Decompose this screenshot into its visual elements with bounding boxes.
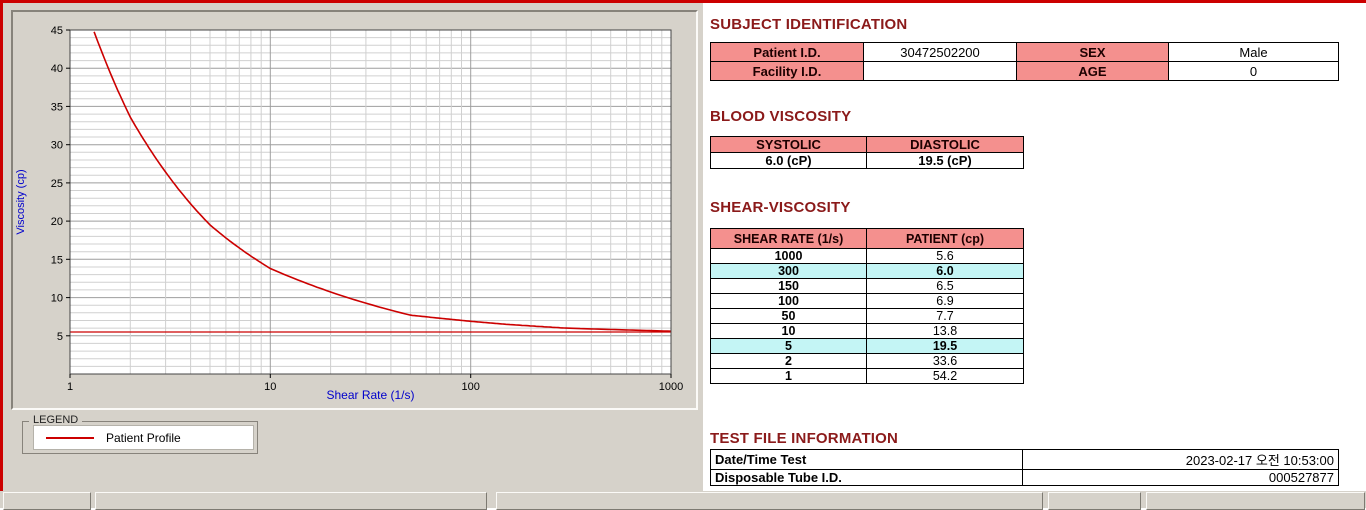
- shear-viscosity-row: 1000 5.6: [710, 248, 1024, 264]
- svg-text:Shear Rate (1/s): Shear Rate (1/s): [326, 388, 414, 402]
- patient-cp-cell: 13.8: [866, 323, 1024, 339]
- bottom-toolbar-segment-1[interactable]: [3, 492, 91, 510]
- svg-text:35: 35: [51, 101, 63, 113]
- shear-rate-cell: 100: [710, 293, 867, 309]
- legend-item-label: Patient Profile: [106, 430, 181, 445]
- table-row: Date/Time Test 2023-02-17 오전 10:53:00: [710, 449, 1339, 470]
- diastolic-value: 19.5 (cP): [866, 152, 1024, 169]
- blood-viscosity-title: BLOOD VISCOSITY: [710, 108, 852, 125]
- svg-text:15: 15: [51, 254, 63, 266]
- svg-text:5: 5: [57, 331, 63, 343]
- shear-viscosity-title: SHEAR-VISCOSITY: [710, 199, 851, 216]
- table-row: SYSTOLIC DIASTOLIC: [710, 136, 1024, 153]
- age-value: 0: [1168, 61, 1339, 81]
- svg-text:10: 10: [264, 381, 276, 393]
- shear-viscosity-row: 300 6.0: [710, 263, 1024, 279]
- legend-entry: Patient Profile: [33, 425, 254, 450]
- patient-cp-cell: 54.2: [866, 368, 1024, 384]
- bottom-toolbar-segment-4[interactable]: [1048, 492, 1141, 510]
- svg-text:Viscosity (cp): Viscosity (cp): [15, 169, 27, 234]
- svg-text:100: 100: [462, 381, 480, 393]
- bottom-toolbar: [0, 491, 1366, 510]
- date-time-test-label: Date/Time Test: [710, 449, 1023, 470]
- svg-text:25: 25: [51, 178, 63, 190]
- legend-box-label: LEGEND: [29, 414, 83, 426]
- test-file-information-title: TEST FILE INFORMATION: [710, 430, 899, 447]
- test-file-information-table: Date/Time Test 2023-02-17 오전 10:53:00 Di…: [710, 449, 1339, 486]
- shear-rate-cell: 2: [710, 353, 867, 369]
- svg-text:40: 40: [51, 63, 63, 75]
- table-row: Patient I.D. 30472502200 SEX Male: [710, 42, 1339, 62]
- patient-cp-cell: 33.6: [866, 353, 1024, 369]
- shear-rate-cell: 150: [710, 278, 867, 294]
- disposable-tube-id-label: Disposable Tube I.D.: [710, 469, 1023, 486]
- svg-text:30: 30: [51, 140, 63, 152]
- bottom-toolbar-segment-5[interactable]: [1146, 492, 1365, 510]
- svg-text:20: 20: [51, 216, 63, 228]
- facility-id-value: [863, 61, 1017, 81]
- window-top-border: [0, 0, 1366, 3]
- table-row: Facility I.D. AGE 0: [710, 61, 1339, 81]
- sex-label: SEX: [1016, 42, 1169, 62]
- svg-text:45: 45: [51, 25, 63, 37]
- patient-cp-cell: 7.7: [866, 308, 1024, 324]
- shear-rate-header: SHEAR RATE (1/s): [710, 228, 867, 249]
- facility-id-label: Facility I.D.: [710, 61, 864, 81]
- diastolic-header: DIASTOLIC: [866, 136, 1024, 153]
- date-time-test-value: 2023-02-17 오전 10:53:00: [1022, 449, 1339, 470]
- svg-text:10: 10: [51, 293, 63, 305]
- patient-cp-cell: 6.9: [866, 293, 1024, 309]
- shear-rate-cell: 1000: [710, 248, 867, 264]
- blood-viscosity-table: SYSTOLIC DIASTOLIC 6.0 (cP) 19.5 (cP): [710, 136, 1024, 169]
- subject-identification-table: Patient I.D. 30472502200 SEX Male Facili…: [710, 42, 1339, 81]
- patient-cp-cell: 5.6: [866, 248, 1024, 264]
- sex-value: Male: [1168, 42, 1339, 62]
- svg-text:1: 1: [67, 381, 73, 393]
- systolic-header: SYSTOLIC: [710, 136, 867, 153]
- table-row: 6.0 (cP) 19.5 (cP): [710, 152, 1024, 169]
- patient-cp-cell: 6.5: [866, 278, 1024, 294]
- bottom-toolbar-segment-3[interactable]: [496, 492, 1043, 510]
- shear-rate-cell: 1: [710, 368, 867, 384]
- shear-rate-cell: 300: [710, 263, 867, 279]
- bottom-toolbar-segment-2[interactable]: [95, 492, 487, 510]
- shear-viscosity-row: 1 54.2: [710, 368, 1024, 384]
- viscosity-chart: 5 10 15 20 25 30 35 40 45 1 10 100 1000 Shear Rate (1…: [13, 12, 696, 408]
- table-row: Disposable Tube I.D. 000527877: [710, 469, 1339, 486]
- subject-identification-title: SUBJECT IDENTIFICATION: [710, 16, 908, 33]
- shear-viscosity-row: 150 6.5: [710, 278, 1024, 294]
- shear-viscosity-row: 10 13.8: [710, 323, 1024, 339]
- table-header-row: SHEAR RATE (1/s) PATIENT (cp): [710, 228, 1024, 249]
- viscosity-chart-panel: 5 10 15 20 25 30 35 40 45 1 10 100 1000 Shear Rate (1…: [11, 10, 698, 410]
- age-label: AGE: [1016, 61, 1169, 81]
- patient-cp-header: PATIENT (cp): [866, 228, 1024, 249]
- patient-cp-cell: 6.0: [866, 263, 1024, 279]
- shear-rate-cell: 50: [710, 308, 867, 324]
- patient-cp-cell: 19.5: [866, 338, 1024, 354]
- shear-rate-cell: 10: [710, 323, 867, 339]
- window-left-border: [0, 0, 3, 508]
- shear-viscosity-row: 5 19.5: [710, 338, 1024, 354]
- shear-viscosity-row: 100 6.9: [710, 293, 1024, 309]
- patient-id-label: Patient I.D.: [710, 42, 864, 62]
- shear-rate-cell: 5: [710, 338, 867, 354]
- systolic-value: 6.0 (cP): [710, 152, 867, 169]
- svg-text:1000: 1000: [659, 381, 683, 393]
- patient-profile-line-swatch: [46, 436, 94, 439]
- shear-viscosity-table: SHEAR RATE (1/s) PATIENT (cp) 1000 5.6 3…: [710, 228, 1024, 384]
- disposable-tube-id-value: 000527877: [1022, 469, 1339, 486]
- legend-box: LEGEND Patient Profile: [22, 414, 258, 454]
- shear-viscosity-row: 50 7.7: [710, 308, 1024, 324]
- patient-id-value: 30472502200: [863, 42, 1017, 62]
- shear-viscosity-row: 2 33.6: [710, 353, 1024, 369]
